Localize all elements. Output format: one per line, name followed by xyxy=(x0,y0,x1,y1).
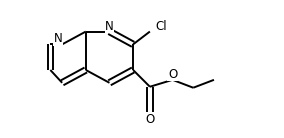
Text: O: O xyxy=(145,113,154,126)
Text: O: O xyxy=(168,68,177,81)
Text: N: N xyxy=(105,19,114,33)
Text: Cl: Cl xyxy=(155,19,167,33)
Text: N: N xyxy=(53,32,62,45)
